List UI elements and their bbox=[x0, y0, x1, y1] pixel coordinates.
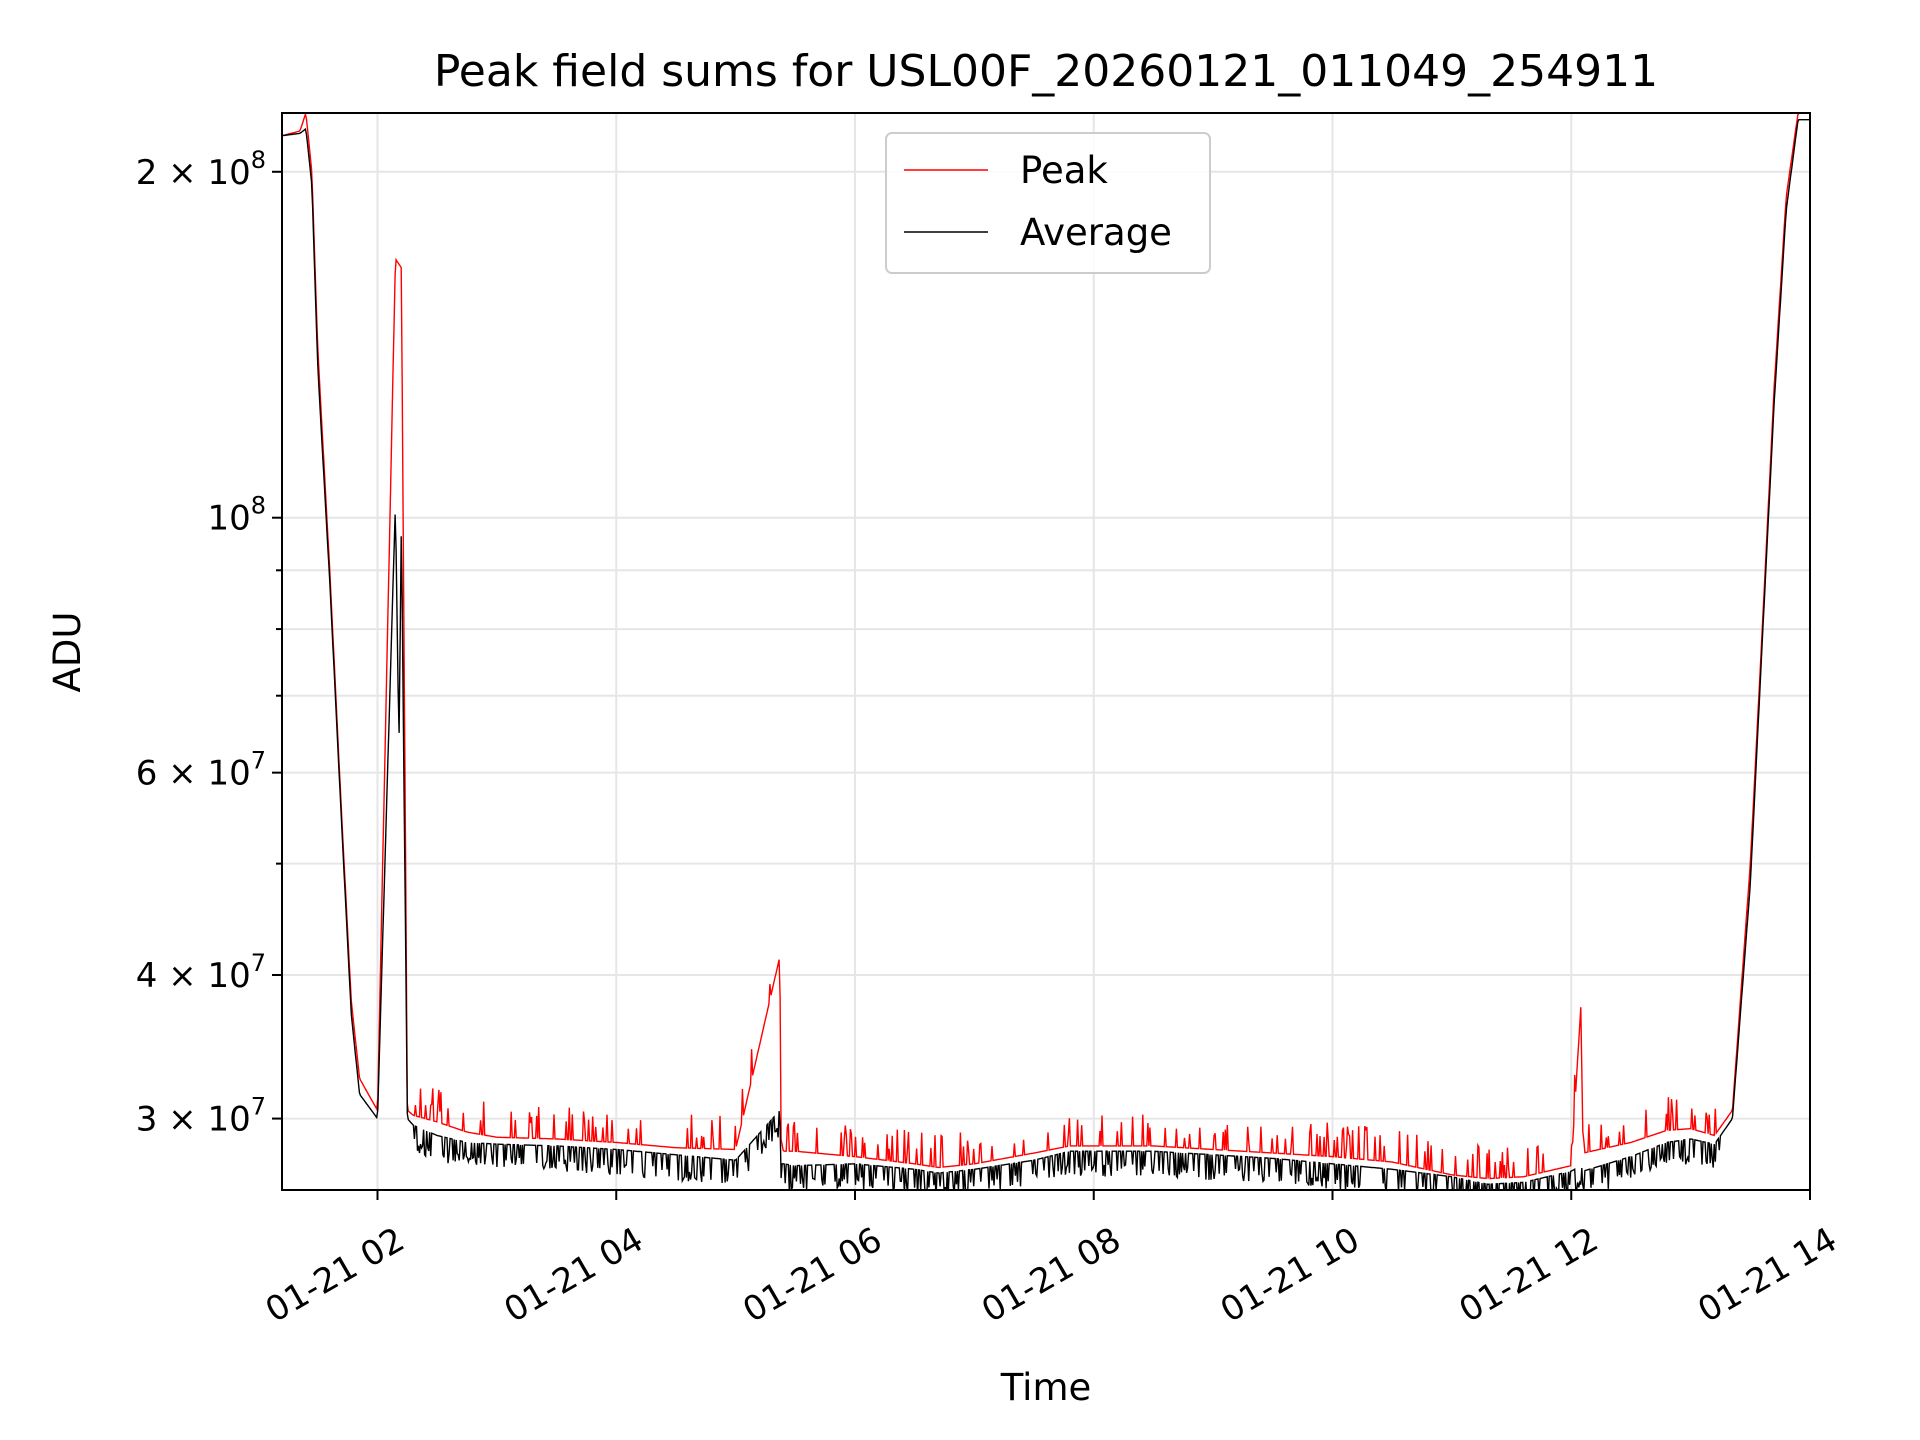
legend: Peak Average bbox=[885, 132, 1211, 274]
chart-title: Peak field sums for USL00F_20260121_0110… bbox=[434, 46, 1658, 97]
y-tick-base: 10 bbox=[207, 499, 250, 539]
y-tick-base: 10 bbox=[207, 153, 250, 193]
y-tick-exponent: 8 bbox=[251, 492, 266, 520]
series-line-average bbox=[282, 118, 1810, 1190]
x-tick-label: 01-21 08 bbox=[975, 1220, 1127, 1331]
y-tick-exponent: 7 bbox=[251, 949, 266, 977]
y-tick-label: 108 bbox=[207, 492, 266, 539]
y-tick-base: 10 bbox=[207, 956, 250, 996]
axis-ticks: 01-21 02 01-21 04 01-21 06 01-21 08 01-21 10… bbox=[136, 146, 1844, 1331]
x-tick-label: 01-21 04 bbox=[498, 1220, 650, 1331]
y-tick-times: × bbox=[157, 153, 207, 193]
y-tick-mantissa: 3 bbox=[136, 1100, 158, 1140]
plot-area-frame bbox=[281, 112, 1811, 1191]
y-tick-mantissa: 6 bbox=[136, 754, 158, 794]
x-tick-label: 01-21 02 bbox=[259, 1220, 411, 1331]
y-tick-label: 3 × 107 bbox=[136, 1093, 266, 1140]
x-axis-label: Time bbox=[1000, 1366, 1092, 1409]
y-tick-label: 6 × 107 bbox=[136, 747, 266, 794]
x-tick-label: 01-21 10 bbox=[1214, 1220, 1366, 1331]
y-tick-exponent: 7 bbox=[251, 747, 266, 775]
y-tick-times: × bbox=[157, 754, 207, 794]
legend-label-peak: Peak bbox=[1020, 149, 1108, 192]
series-lines bbox=[282, 113, 1810, 1190]
y-tick-mantissa: 4 bbox=[136, 956, 158, 996]
y-tick-label: 4 × 107 bbox=[136, 949, 266, 996]
y-tick-mantissa: 2 bbox=[136, 153, 158, 193]
legend-box bbox=[885, 132, 1211, 274]
y-tick-label: 2 × 108 bbox=[136, 146, 266, 193]
y-tick-exponent: 7 bbox=[251, 1093, 266, 1121]
x-tick-label: 01-21 12 bbox=[1453, 1220, 1605, 1331]
y-tick-times: × bbox=[157, 956, 207, 996]
y-tick-base: 10 bbox=[207, 754, 250, 794]
y-tick-base: 10 bbox=[207, 1100, 250, 1140]
x-tick-label: 01-21 06 bbox=[736, 1220, 888, 1331]
y-axis-label: ADU bbox=[46, 612, 89, 693]
series-line-peak bbox=[282, 113, 1810, 1180]
y-tick-exponent: 8 bbox=[251, 146, 266, 174]
y-tick-times: × bbox=[157, 1100, 207, 1140]
x-tick-label: 01-21 14 bbox=[1691, 1220, 1843, 1331]
legend-label-average: Average bbox=[1020, 211, 1172, 254]
